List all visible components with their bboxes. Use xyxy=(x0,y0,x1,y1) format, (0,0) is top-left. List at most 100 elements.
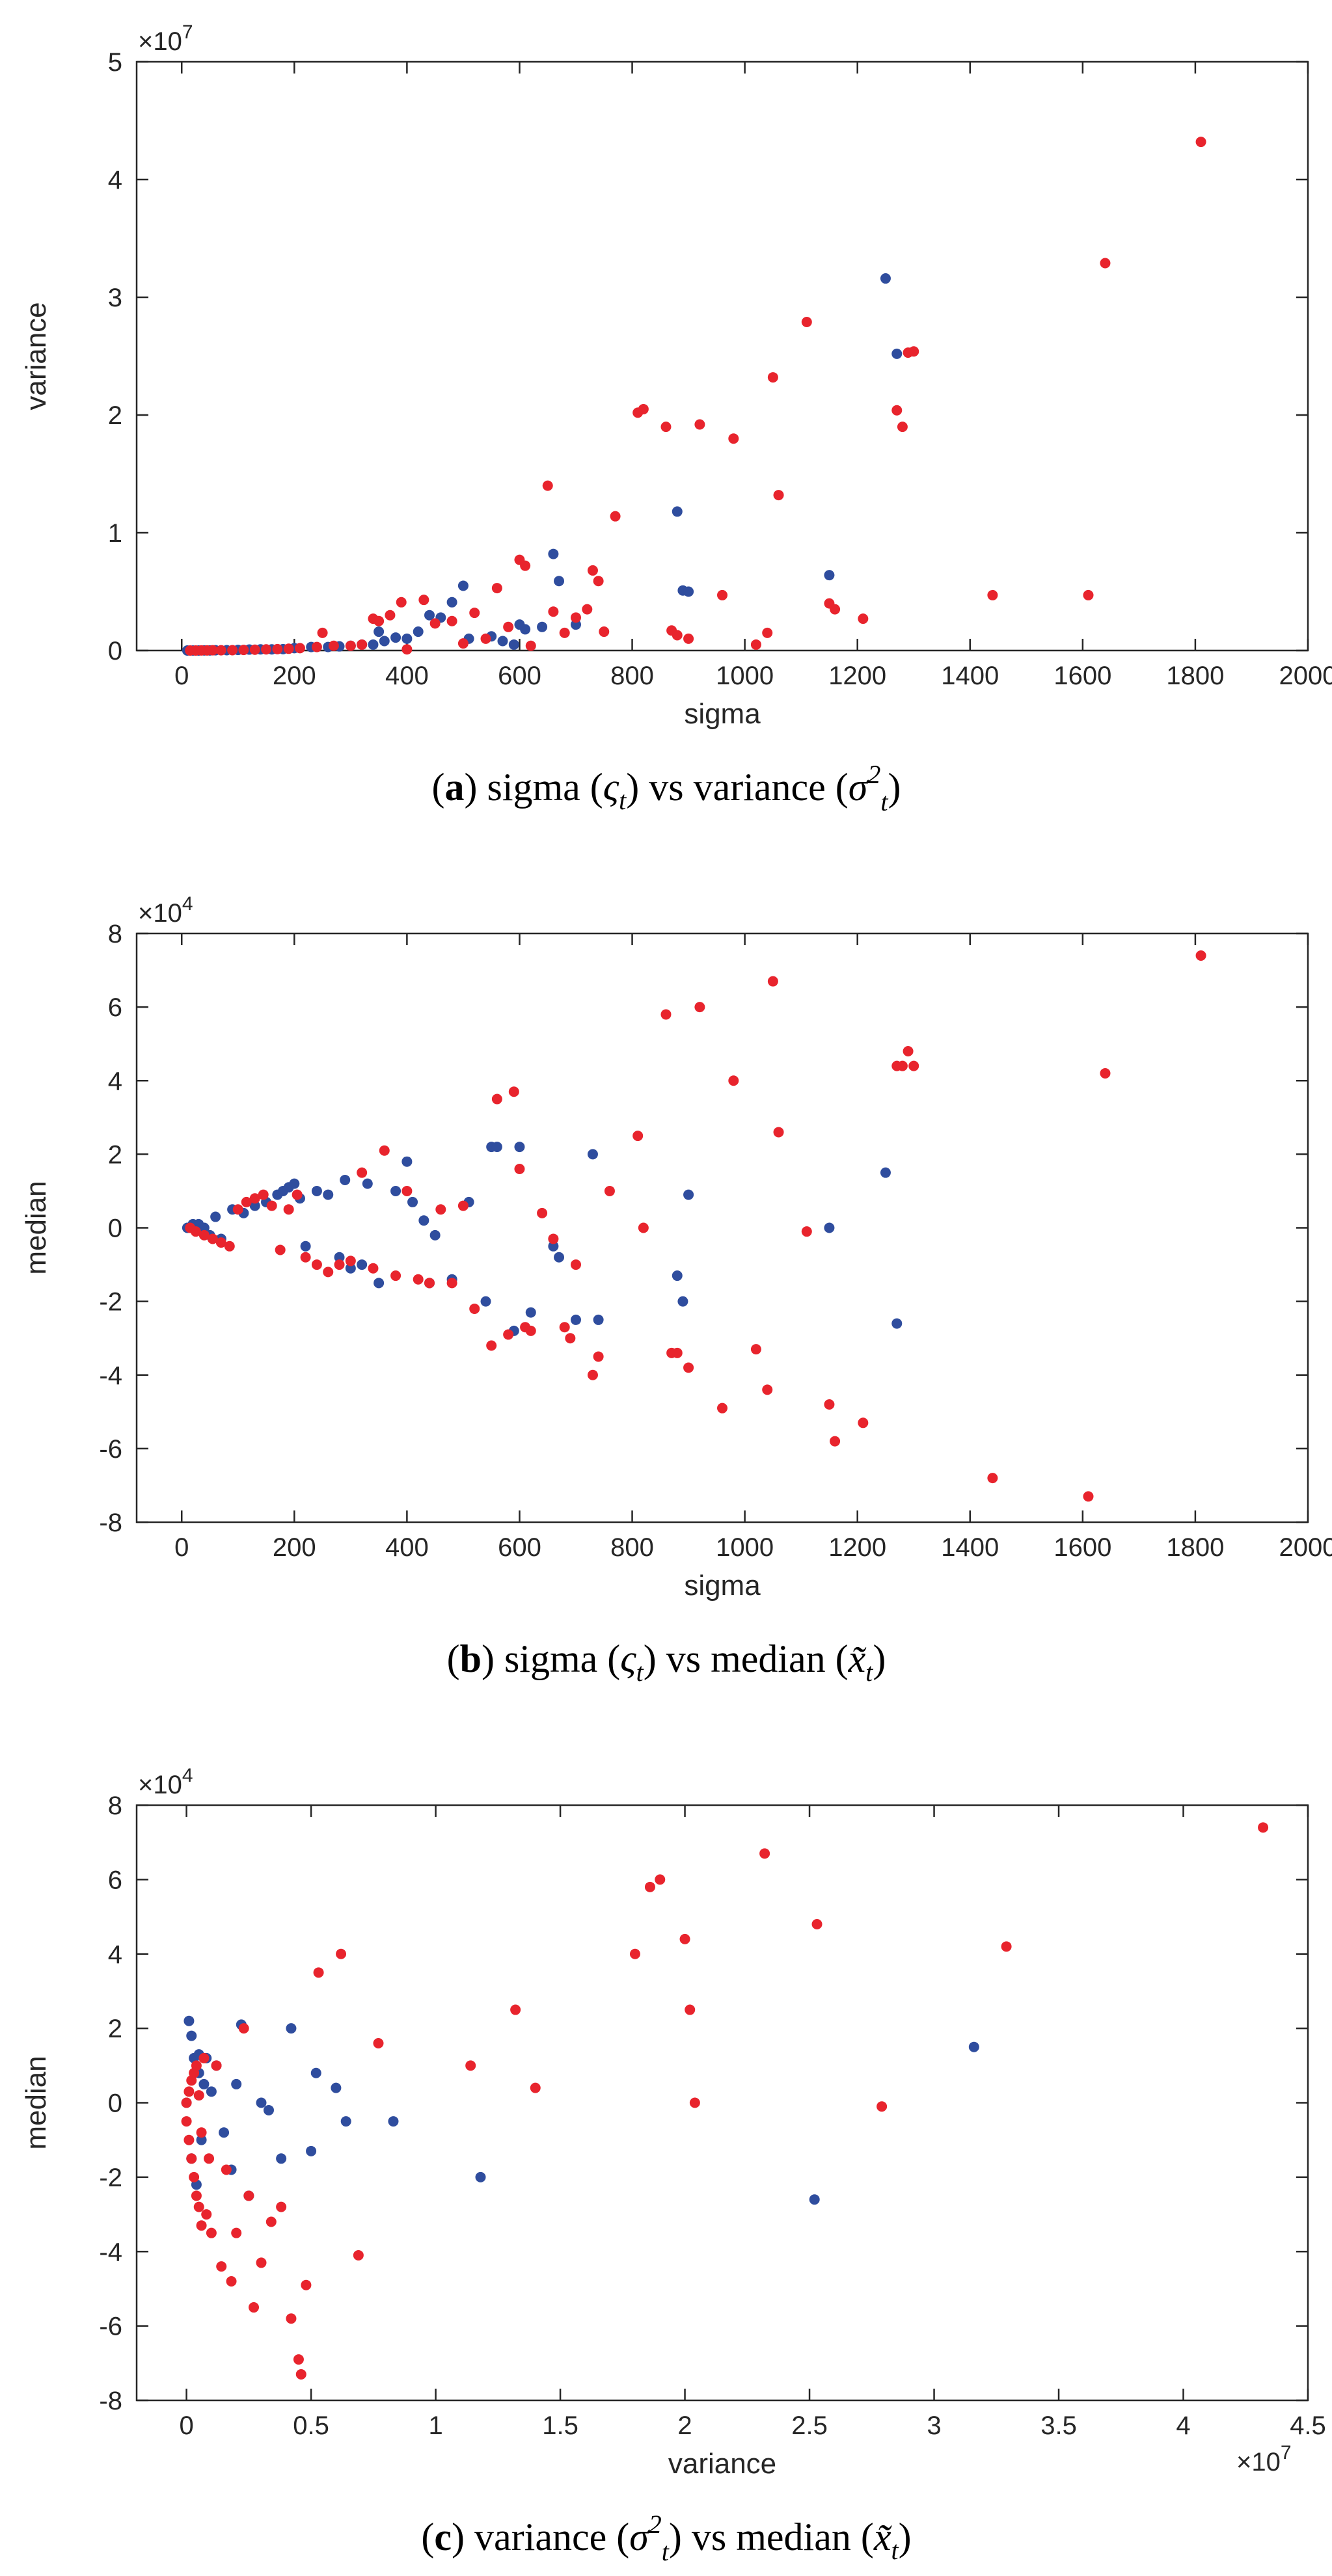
x-tick-label: 200 xyxy=(273,1533,316,1562)
data-point-red xyxy=(300,1252,311,1263)
data-point-red xyxy=(446,1278,457,1289)
data-point-blue xyxy=(968,2041,979,2052)
data-point-red xyxy=(345,1255,356,1267)
data-point-red xyxy=(587,1369,598,1380)
data-point-blue xyxy=(593,1314,604,1325)
data-point-red xyxy=(908,346,919,357)
data-point-red xyxy=(293,2354,304,2365)
data-point-blue xyxy=(672,506,683,517)
y-exponent-label: ×107 xyxy=(138,21,193,56)
data-point-red xyxy=(571,612,581,623)
data-point-red xyxy=(629,1948,640,1959)
data-point-red xyxy=(396,597,407,608)
y-exponent-label: ×104 xyxy=(138,1765,193,1799)
data-point-red xyxy=(599,626,610,637)
data-point-red xyxy=(694,419,705,430)
data-point-red xyxy=(672,1347,683,1358)
data-point-red xyxy=(773,1127,784,1138)
data-point-red xyxy=(286,2313,297,2324)
data-point-red xyxy=(204,2153,215,2164)
plot-frame xyxy=(135,932,1309,1523)
x-exponent-label: ×107 xyxy=(1236,2442,1292,2476)
data-point-red xyxy=(193,2201,204,2212)
data-point-blue xyxy=(374,626,385,637)
data-point-red xyxy=(672,630,683,641)
y-tick-label: 4 xyxy=(108,166,122,195)
data-point-red xyxy=(311,641,322,652)
data-point-red xyxy=(446,615,457,626)
data-point-red xyxy=(750,639,761,650)
series-blue xyxy=(182,273,903,656)
data-point-blue xyxy=(514,1142,525,1153)
data-point-red xyxy=(283,643,294,654)
data-point-red xyxy=(385,610,396,621)
data-point-blue xyxy=(491,1142,502,1153)
data-point-blue xyxy=(548,1241,559,1252)
data-point-blue xyxy=(672,1270,683,1281)
data-point-red xyxy=(987,1473,998,1484)
data-point-red xyxy=(201,2209,212,2220)
data-point-blue xyxy=(891,1318,903,1329)
data-point-red xyxy=(717,1402,727,1414)
data-point-red xyxy=(249,644,260,655)
data-point-red xyxy=(510,2004,521,2015)
data-point-red xyxy=(418,595,429,606)
data-point-blue xyxy=(508,639,519,650)
y-tick-label: 0 xyxy=(108,1214,122,1243)
data-point-blue xyxy=(206,2086,217,2097)
data-point-red xyxy=(191,2190,202,2201)
y-tick-label: -4 xyxy=(99,1362,122,1390)
series-red xyxy=(181,1822,1269,2380)
data-point-red xyxy=(689,2097,700,2108)
y-exponent-label: ×104 xyxy=(138,893,193,928)
data-point-red xyxy=(373,2038,384,2048)
x-tick-label: 400 xyxy=(385,662,429,690)
data-point-red xyxy=(773,490,784,501)
data-point-blue xyxy=(357,1259,368,1270)
data-point-red xyxy=(559,627,570,638)
data-point-blue xyxy=(289,1178,300,1189)
data-point-blue xyxy=(374,1278,385,1289)
data-point-red xyxy=(632,1131,644,1142)
data-point-red xyxy=(283,1204,294,1215)
data-point-blue xyxy=(256,2097,267,2108)
data-point-red xyxy=(193,2090,204,2101)
data-point-red xyxy=(353,2249,364,2261)
data-point-red xyxy=(638,403,649,414)
data-point-red xyxy=(390,1270,401,1281)
data-point-red xyxy=(903,1046,914,1056)
data-point-red xyxy=(457,1200,469,1211)
data-point-red xyxy=(435,1204,446,1215)
data-point-red xyxy=(275,1244,286,1255)
data-point-red xyxy=(328,640,339,651)
data-point-red xyxy=(374,615,385,626)
data-point-red xyxy=(238,645,249,656)
data-point-red xyxy=(824,1399,835,1410)
data-point-blue xyxy=(880,273,891,284)
data-point-red xyxy=(336,1948,347,1959)
data-point-red xyxy=(655,1874,666,1885)
x-tick-label: 2.5 xyxy=(791,2411,828,2440)
data-point-blue xyxy=(300,1241,311,1252)
data-point-red xyxy=(206,2227,217,2238)
data-point-red xyxy=(207,1233,218,1244)
data-point-red xyxy=(469,1303,480,1314)
data-point-blue xyxy=(331,2082,342,2093)
y-axis-label: median xyxy=(20,2056,52,2149)
chart-panel-2: 0 200 400 600 800 1000 1200 1400 1600 1800 2000 -8 -… xyxy=(20,893,1332,1687)
data-point-red xyxy=(258,1189,269,1200)
data-point-red xyxy=(1195,137,1206,148)
data-point-blue xyxy=(554,576,565,587)
data-point-red xyxy=(227,645,238,656)
data-point-blue xyxy=(407,1196,418,1207)
data-point-blue xyxy=(276,2153,287,2164)
y-axis-label: variance xyxy=(20,302,52,410)
data-point-blue xyxy=(525,1307,536,1318)
data-point-blue xyxy=(198,1222,210,1233)
data-point-red xyxy=(542,480,553,491)
data-point-red xyxy=(593,1351,604,1362)
data-point-red xyxy=(429,618,441,629)
y-tick-label: 4 xyxy=(108,1067,122,1095)
x-tick-label: 600 xyxy=(498,1533,541,1562)
